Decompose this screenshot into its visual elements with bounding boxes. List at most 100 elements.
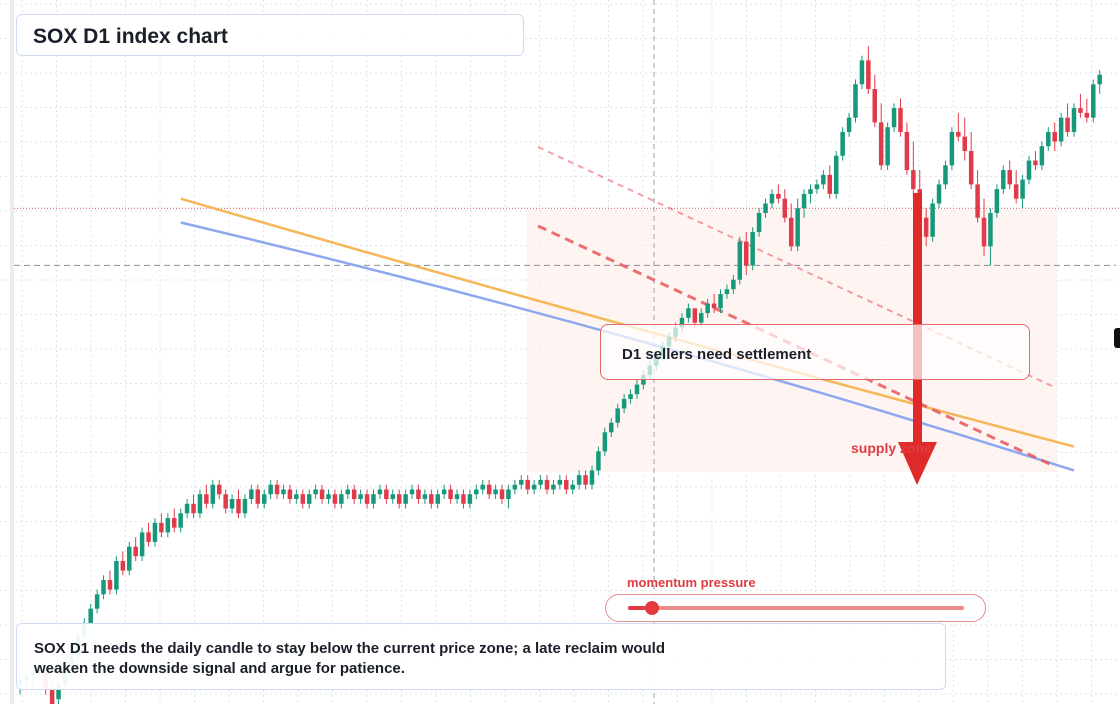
candle-body: [589, 470, 595, 485]
momentum-track: [628, 601, 964, 615]
candle-body: [782, 198, 788, 218]
candle-body: [769, 193, 775, 204]
candle-body: [923, 217, 929, 237]
candle-body: [885, 127, 890, 166]
candle-body: [216, 484, 222, 495]
candle-body: [319, 489, 325, 500]
candle-body: [474, 489, 479, 495]
candle-body: [943, 165, 948, 185]
momentum-fill: [628, 606, 652, 610]
candle-body: [936, 184, 942, 204]
candle-body: [859, 60, 865, 85]
candle-body: [345, 489, 351, 495]
candle-body: [821, 174, 826, 185]
candle-body: [576, 475, 582, 485]
candle-body: [1097, 74, 1102, 85]
candle-body: [1013, 184, 1019, 199]
candle-body: [557, 479, 563, 485]
note-text: SOX D1 needs the daily candle to stay be…: [34, 640, 666, 677]
candle-body: [904, 131, 910, 171]
chart-title: SOX D1 index chart: [33, 25, 228, 48]
candle-body: [531, 484, 537, 490]
candle-body: [795, 208, 800, 247]
candle-body: [583, 475, 588, 485]
candle-body: [596, 451, 601, 471]
candle-body: [396, 494, 402, 504]
candle-body: [621, 398, 627, 409]
candle-body: [146, 532, 151, 542]
candle-body: [776, 193, 781, 199]
candle-body: [493, 489, 498, 495]
price-scale-badge[interactable]: [1114, 328, 1120, 348]
candle-body: [461, 494, 466, 504]
candle-body: [981, 217, 987, 247]
candle-body: [570, 484, 575, 490]
candle-body: [101, 580, 106, 595]
candle-body: [956, 131, 961, 137]
candle-body: [94, 594, 100, 609]
candle-body: [499, 489, 505, 500]
candle-body: [911, 170, 916, 190]
candle-body: [962, 136, 967, 152]
candle-body: [377, 489, 383, 495]
down-arrow-shaft: [913, 193, 922, 453]
momentum-gauge: [605, 594, 986, 622]
candle-body: [750, 232, 755, 266]
candle-body: [994, 189, 1000, 213]
candle-body: [204, 494, 209, 504]
candle-body: [1001, 170, 1006, 190]
candle-body: [339, 494, 344, 504]
candle-body: [891, 108, 897, 128]
candle-body: [840, 131, 845, 156]
candle-body: [705, 303, 710, 314]
candle-body: [609, 422, 614, 433]
candle-body: [724, 289, 730, 295]
candle-body: [692, 308, 698, 323]
momentum-knob[interactable]: [644, 601, 659, 615]
chart-title-box: SOX D1 index chart: [16, 14, 524, 56]
candle-body: [429, 494, 434, 504]
candle-body: [525, 479, 530, 490]
candle-body: [544, 479, 550, 490]
candle-body: [968, 151, 974, 185]
candle-body: [1039, 146, 1045, 166]
left-scroll-edge[interactable]: [10, 0, 14, 704]
candle-body: [486, 484, 492, 495]
candle-body: [1058, 117, 1064, 142]
down-arrow-head: [898, 442, 937, 485]
trendline-lower: [537, 224, 1055, 468]
candle-body: [1046, 131, 1051, 147]
candle-body: [551, 484, 556, 490]
candle-body: [358, 494, 363, 500]
candle-body: [435, 494, 440, 504]
candle-body: [441, 489, 447, 495]
candle-body: [332, 494, 338, 504]
candle-body: [249, 489, 254, 500]
candle-body: [268, 484, 273, 495]
candle-body: [171, 518, 177, 528]
candle-body: [184, 503, 190, 514]
candle-body: [756, 212, 762, 233]
candle-body: [223, 494, 228, 509]
candle-body: [281, 489, 286, 495]
candle-body: [127, 546, 132, 571]
candle-body: [1084, 112, 1090, 118]
momentum-label: momentum pressure: [627, 575, 756, 590]
candle-body: [56, 684, 61, 700]
candle-body: [866, 60, 871, 90]
candle-body: [898, 108, 903, 132]
candle-body: [679, 317, 685, 328]
candle-body: [801, 193, 807, 209]
candle-body: [763, 203, 768, 213]
candle-body: [872, 89, 878, 123]
candle-body: [107, 580, 113, 590]
candle-body: [133, 546, 138, 557]
candle-body: [1091, 84, 1096, 118]
candle-body: [878, 122, 884, 166]
candle-body: [512, 484, 518, 490]
candle-body: [1052, 131, 1057, 142]
candle-body: [949, 131, 955, 166]
candle-body: [1026, 160, 1032, 180]
candle-body: [814, 184, 820, 190]
candle-body: [274, 484, 280, 495]
